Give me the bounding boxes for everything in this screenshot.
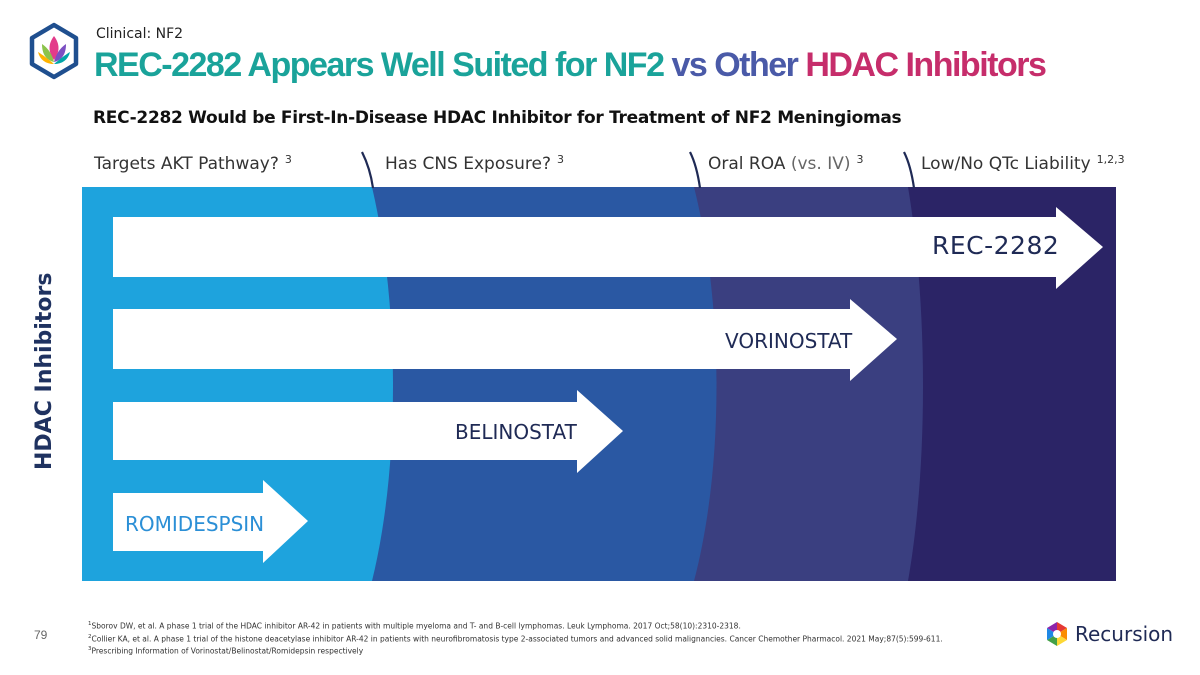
criterion-note: (vs. IV) xyxy=(790,154,851,174)
brand-logo: Recursion xyxy=(1045,621,1173,647)
criterion-label: Has CNS Exposure? xyxy=(385,154,551,174)
inhibitor-label-vorinostat: VORINOSTAT xyxy=(725,329,853,353)
criterion-label: Oral ROA xyxy=(708,154,791,174)
footnote-number: 2 xyxy=(88,633,92,640)
criterion-label: Targets AKT Pathway? xyxy=(94,154,279,174)
inhibitor-comparison-panel xyxy=(82,187,1116,581)
divider-1 xyxy=(361,151,375,189)
criterion-footnote-ref: 3 xyxy=(284,153,292,166)
footnote-text: Collier KA, et al. A phase 1 trial of th… xyxy=(91,634,943,643)
section-label: Clinical: NF2 xyxy=(96,26,184,42)
footnotes: 1Sborov DW, et al. A phase 1 trial of th… xyxy=(88,619,943,657)
title-part-3: HDAC Inhibitors xyxy=(805,46,1047,84)
arrow-vorinostat xyxy=(113,299,897,381)
criterion-footnote-ref: 3 xyxy=(856,153,864,166)
zone-akt xyxy=(82,187,393,581)
footnote-text: Prescribing Information of Vorinostat/Be… xyxy=(91,646,364,656)
footnote: 3Prescribing Information of Vorinostat/B… xyxy=(88,644,943,657)
footnote: 1Sborov DW, et al. A phase 1 trial of th… xyxy=(88,619,943,632)
page-number: 79 xyxy=(34,628,48,642)
criterion-footnote-ref: 1,2,3 xyxy=(1096,153,1125,166)
criterion-header-qtc: Low/No QTc Liability 1,2,3 xyxy=(921,153,1125,174)
arrow-rec-2282 xyxy=(113,207,1103,289)
subtitle: REC-2282 Would be First-In-Disease HDAC … xyxy=(93,108,902,128)
footnote-number: 1 xyxy=(88,621,92,627)
criterion-header-cns: Has CNS Exposure? 3 xyxy=(385,153,564,174)
axis-label: HDAC Inhibitors xyxy=(32,272,57,470)
recursion-hex-icon xyxy=(1047,622,1067,646)
brand-name: Recursion xyxy=(1075,622,1174,646)
lotus-hexagon-icon xyxy=(29,22,79,80)
footnote-text: Sborov DW, et al. A phase 1 trial of the… xyxy=(91,621,741,631)
page-title: REC-2282 Appears Well Suited for NF2 vs … xyxy=(94,46,1047,85)
criterion-header-akt: Targets AKT Pathway? 3 xyxy=(94,153,292,174)
criterion-header-oral: Oral ROA (vs. IV) 3 xyxy=(708,153,864,174)
title-part-1: REC-2282 Appears Well Suited for NF2 xyxy=(94,46,672,84)
header-dividers xyxy=(361,151,916,189)
footnote: 2Collier KA, et al. A phase 1 trial of t… xyxy=(88,632,943,645)
divider-3 xyxy=(903,151,916,189)
inhibitor-label-romidespsin: ROMIDESPSIN xyxy=(125,512,265,536)
criterion-label: Low/No QTc Liability xyxy=(921,154,1091,174)
divider-2 xyxy=(689,151,702,189)
footnote-number: 3 xyxy=(88,646,92,652)
title-part-2: vs Other xyxy=(671,46,806,84)
arrow-belinostat xyxy=(113,390,623,473)
arrow-romidespsin xyxy=(113,480,308,563)
inhibitor-label-belinostat: BELINOSTAT xyxy=(455,420,577,444)
inhibitor-label-rec-2282: REC-2282 xyxy=(932,231,1060,260)
criterion-footnote-ref: 3 xyxy=(556,153,564,166)
